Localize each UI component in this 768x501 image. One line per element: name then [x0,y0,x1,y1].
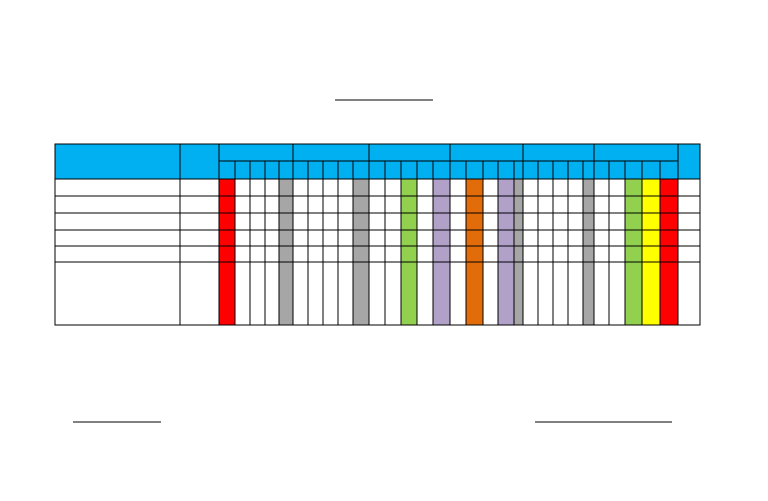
schedule-bar [279,179,293,325]
schedule-bar [583,179,594,325]
table-border [54,143,701,326]
schedule-bar [219,179,235,325]
schedule-bar [498,179,514,325]
schedule-bar [625,179,642,325]
schedule-bar [642,179,660,325]
schedule-bar [401,179,417,325]
schedule-table [54,143,701,326]
schedule-bar [466,179,483,325]
schedule-bar [514,179,523,325]
schedule-bar [353,179,369,325]
schedule-bar [433,179,450,325]
schedule-bar [660,179,678,325]
